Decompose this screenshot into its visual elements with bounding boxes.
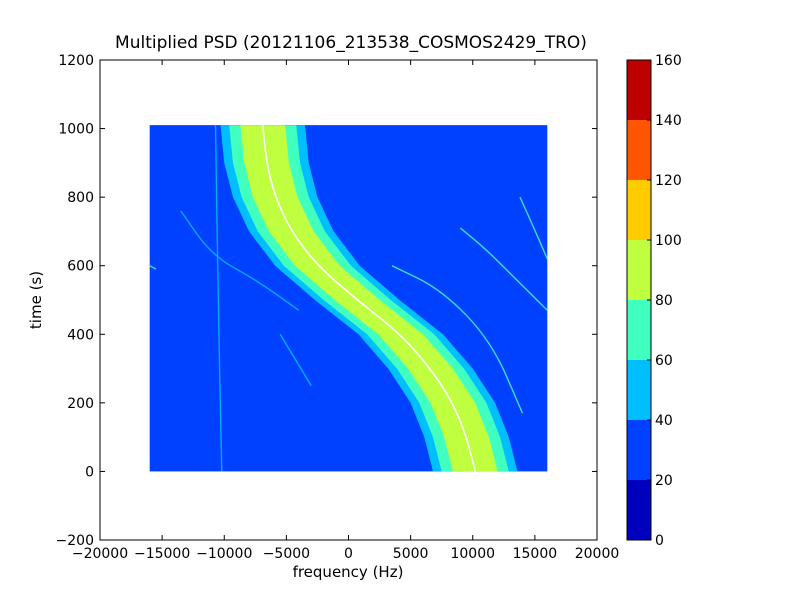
x-tick-label: 20000 bbox=[575, 546, 620, 562]
y-tick-label: 800 bbox=[67, 190, 94, 206]
x-tick-label: 5000 bbox=[393, 546, 429, 562]
y-axis-label: time (s) bbox=[27, 271, 45, 329]
y-tick-label: 200 bbox=[67, 396, 94, 412]
x-axis: −20000 −15000 −10000 −5000 0 5000 10000 15000 20… bbox=[72, 60, 619, 562]
faint-traces bbox=[149, 125, 548, 472]
colorbar-segment bbox=[627, 240, 651, 300]
colorbar-segment bbox=[627, 60, 651, 120]
band-level-2 bbox=[240, 125, 498, 472]
chart-title: Multiplied PSD (20121106_213538_COSMOS24… bbox=[115, 33, 587, 53]
trace-4 bbox=[214, 125, 223, 472]
y-tick-label: 1200 bbox=[58, 53, 94, 69]
heatmap bbox=[149, 125, 548, 472]
band-peak-line bbox=[261, 125, 477, 472]
trace-0 bbox=[391, 265, 524, 414]
colorbar-segment bbox=[627, 420, 651, 480]
colorbar-segment bbox=[627, 120, 651, 180]
x-tick-label: 10000 bbox=[450, 546, 495, 562]
trace-5 bbox=[279, 333, 312, 387]
x-tick-label: −15000 bbox=[134, 546, 190, 562]
colorbar-segment bbox=[627, 180, 651, 240]
trace-2 bbox=[519, 196, 548, 260]
colorbar-segment bbox=[627, 480, 651, 540]
x-axis-label: frequency (Hz) bbox=[293, 563, 404, 581]
colorbar-tick-label: 100 bbox=[655, 233, 682, 249]
colorbar-segment bbox=[627, 360, 651, 420]
x-tick-label: −20000 bbox=[72, 546, 128, 562]
y-tick-label: 0 bbox=[85, 464, 94, 480]
y-axis: −200 0 200 400 600 800 1000 1200 bbox=[56, 53, 597, 549]
x-tick-label: 0 bbox=[344, 546, 353, 562]
colorbar: 0 20 40 60 80 100 120 140 160 bbox=[626, 53, 682, 549]
colorbar-tick-label: 120 bbox=[655, 173, 682, 189]
colorbar-tick-label: 20 bbox=[655, 473, 673, 489]
y-tick-label: −200 bbox=[56, 533, 94, 549]
y-tick-label: 600 bbox=[67, 259, 94, 275]
y-tick-label: 1000 bbox=[58, 122, 94, 138]
colorbar-tick-label: 40 bbox=[655, 413, 673, 429]
trace-3 bbox=[180, 210, 300, 311]
colorbar-segment bbox=[627, 300, 651, 360]
signal-band bbox=[220, 125, 518, 472]
trace-6 bbox=[149, 265, 157, 270]
x-tick-label: 15000 bbox=[513, 546, 558, 562]
y-tick-label: 400 bbox=[67, 327, 94, 343]
colorbar-tick-label: 0 bbox=[655, 533, 664, 549]
x-tick-label: −5000 bbox=[263, 546, 310, 562]
colorbar-tick-label: 80 bbox=[655, 293, 673, 309]
colorbar-tick-label: 140 bbox=[655, 113, 682, 129]
x-tick-label: −10000 bbox=[196, 546, 252, 562]
trace-1 bbox=[459, 227, 548, 311]
colorbar-tick-label: 60 bbox=[655, 353, 673, 369]
colorbar-tick-label: 160 bbox=[655, 53, 682, 69]
